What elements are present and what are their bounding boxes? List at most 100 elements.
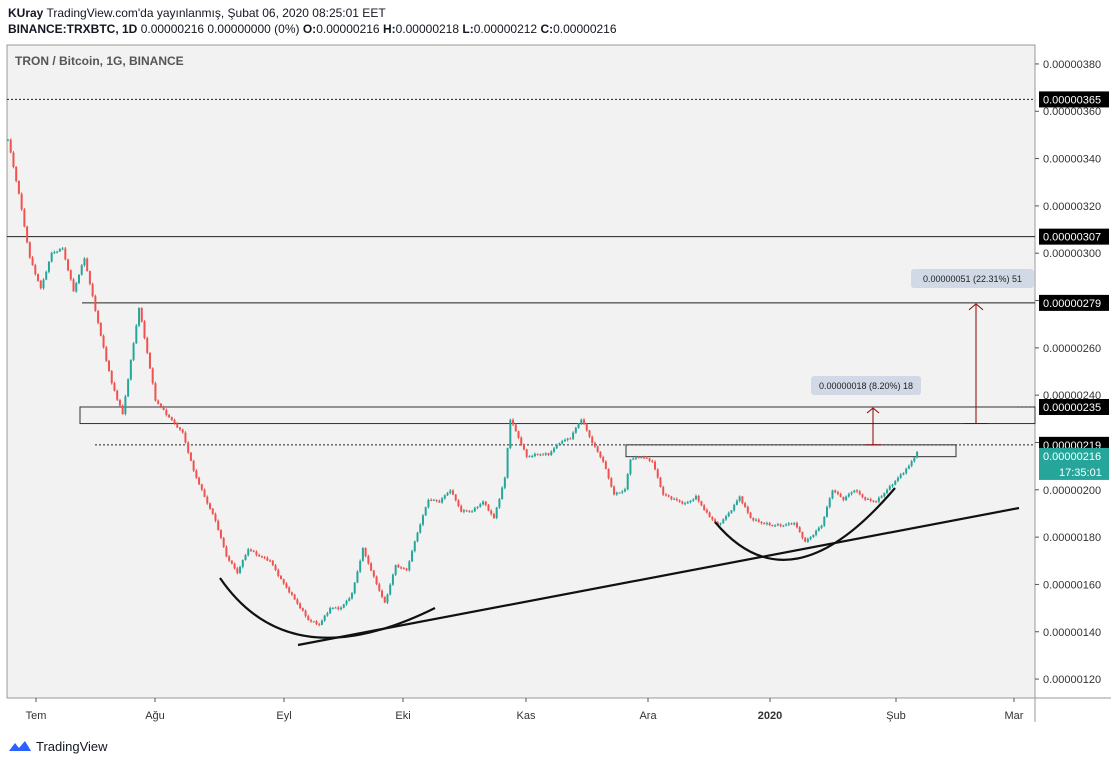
candle-body — [645, 457, 648, 459]
candle-body — [269, 560, 272, 562]
candle-body — [69, 270, 72, 280]
close-label: C: — [540, 22, 554, 36]
candle-body — [451, 490, 454, 495]
candle-body — [282, 579, 285, 584]
candle-body — [506, 448, 509, 478]
candle-body — [913, 457, 916, 462]
candle-body — [826, 506, 828, 517]
resistance-zones — [79, 406, 1036, 458]
candle-body — [400, 567, 403, 569]
plot-background — [6, 44, 1036, 699]
candle-body — [102, 335, 105, 348]
candle-body — [288, 587, 291, 593]
candle-body — [285, 583, 288, 588]
candle-body — [654, 461, 657, 470]
candle-body — [727, 512, 730, 517]
candle-body — [795, 522, 798, 528]
candle-body — [623, 489, 626, 492]
x-tick-label: Ağu — [145, 710, 165, 722]
candle-body — [329, 607, 332, 614]
candle-body — [127, 379, 130, 397]
x-tick-label: Şub — [886, 710, 906, 722]
candle-body — [905, 468, 908, 474]
candle-body — [181, 429, 184, 433]
candle-body — [462, 510, 465, 512]
candle-body — [280, 575, 282, 580]
candle-body — [495, 507, 498, 519]
candle-body — [866, 499, 869, 501]
price-markers: 0.00000365 0.00000307 0.00000279 0.00000235… — [1017, 91, 1109, 480]
measure-label-text: 0.00000051 (22.31%) 51 — [923, 274, 1022, 284]
candle-body — [741, 496, 744, 504]
candle-body — [561, 441, 564, 444]
candle-body — [110, 371, 113, 384]
candle-body — [910, 461, 913, 466]
candle-body — [744, 503, 747, 507]
candle-body — [9, 139, 12, 153]
footer-brand: TradingView — [36, 738, 108, 754]
cup-arc-left — [219, 577, 436, 639]
candle-body — [899, 474, 902, 478]
candle-body — [304, 610, 307, 617]
candle-body — [875, 501, 878, 503]
price-marker-label: 0.00000365 — [1043, 94, 1101, 106]
low-label: L: — [462, 22, 474, 36]
candle-body — [427, 499, 430, 508]
open-value: 0.00000216 — [316, 22, 380, 36]
candle-body — [367, 556, 370, 564]
candle-body — [553, 448, 555, 452]
candle-body — [793, 522, 796, 525]
candle-body — [615, 492, 618, 495]
candle-body — [798, 527, 801, 533]
candle-body — [509, 419, 512, 449]
candle-body — [714, 519, 717, 523]
candle-body — [563, 439, 566, 442]
candle-body — [888, 486, 891, 490]
candle-body — [334, 607, 337, 609]
candle-body — [659, 477, 662, 488]
candle-body — [588, 430, 591, 437]
candle-body — [56, 251, 59, 253]
candle-body — [877, 497, 880, 502]
candle-body — [834, 490, 837, 493]
candle-body — [678, 500, 681, 502]
candle-body — [449, 490, 452, 493]
candle-body — [492, 514, 495, 519]
candle-body — [260, 556, 263, 558]
candle-body — [522, 444, 525, 450]
candle-body — [165, 409, 168, 415]
candle-body — [828, 498, 831, 507]
candle-body — [206, 496, 209, 504]
candle-body — [162, 406, 165, 410]
candle-body — [457, 500, 460, 507]
candle-body — [618, 492, 621, 494]
candle-body — [209, 503, 212, 509]
x-tick-label: Tem — [26, 710, 47, 722]
candle-body — [113, 383, 116, 391]
candle-body — [75, 283, 78, 292]
candle-body — [454, 494, 457, 501]
candle-body — [514, 424, 517, 432]
candle-body — [765, 523, 768, 525]
candle-body — [787, 523, 790, 525]
y-tick-label: 0.00000260 — [1043, 343, 1101, 355]
x-tick-label: Kas — [517, 710, 536, 722]
candle-body — [468, 511, 471, 513]
candle-body — [247, 549, 250, 556]
candle-body — [72, 279, 75, 292]
candle-body — [348, 598, 351, 601]
candle-body — [487, 504, 490, 511]
measure-label-text: 0.00000018 (8.20%) 18 — [819, 381, 913, 391]
y-tick-label: 0.00000340 — [1043, 154, 1101, 166]
publish-line: KUray TradingView.com'da yayınlanmış, Şu… — [8, 6, 386, 20]
candle-body — [700, 501, 703, 506]
candle-body — [812, 534, 815, 538]
price-marker-label: 0.00000235 — [1043, 402, 1101, 414]
candle-body — [896, 477, 899, 481]
candle-body — [361, 548, 364, 561]
candle-body — [23, 209, 26, 227]
publish-info: TradingView.com'da yayınlanmış, Şubat 06… — [46, 6, 386, 20]
candle-body — [746, 506, 749, 513]
candle-body — [394, 565, 397, 575]
